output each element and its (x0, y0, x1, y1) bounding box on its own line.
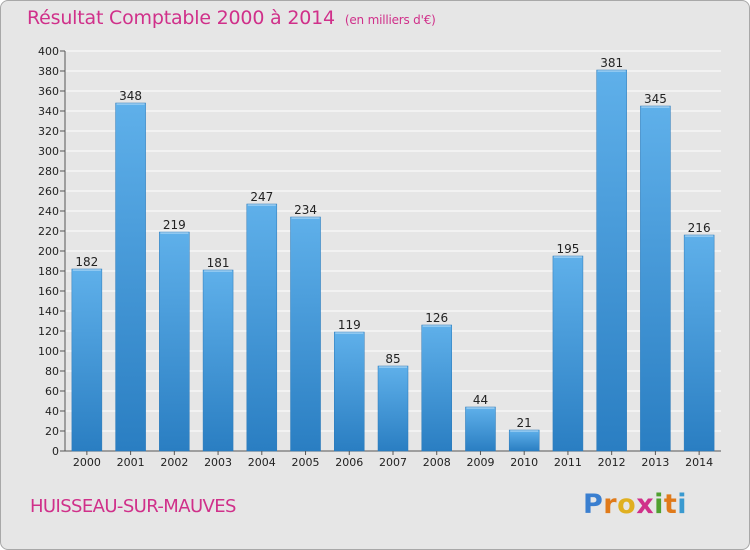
y-tick-label: 160 (38, 285, 59, 298)
data-label: 247 (250, 190, 273, 204)
bar[interactable] (115, 102, 146, 452)
bar[interactable] (421, 324, 452, 452)
bar[interactable] (71, 268, 103, 452)
bar[interactable] (640, 105, 671, 452)
x-tick-label: 2006 (335, 456, 363, 469)
data-label: 345 (644, 92, 667, 106)
y-tick-label: 40 (45, 405, 59, 418)
chart-title-text: Résultat Comptable 2000 à 2014 (27, 7, 335, 29)
data-label: 126 (425, 311, 448, 325)
logo-letter: P (583, 489, 604, 520)
data-label: 234 (294, 203, 317, 217)
y-tick-label: 220 (38, 225, 59, 238)
data-label: 381 (600, 56, 623, 70)
chart-title: Résultat Comptable 2000 à 2014 (en millie… (27, 7, 436, 29)
x-tick-label: 2000 (73, 456, 101, 469)
data-label: 216 (688, 221, 711, 235)
bar[interactable] (246, 203, 278, 452)
y-tick-label: 260 (38, 185, 59, 198)
x-tick-label: 2001 (117, 456, 145, 469)
logo-letter: i (677, 489, 688, 520)
x-tick-label: 2008 (423, 456, 451, 469)
town-name: HUISSEAU-SUR-MAUVES (30, 496, 236, 517)
chart-unit: (en milliers d'€) (344, 13, 436, 27)
logo-letter: x (636, 489, 655, 520)
logo-letter: t (663, 489, 678, 520)
bar[interactable] (377, 365, 409, 452)
proxiti-logo[interactable]: Proxiti (583, 489, 687, 520)
bar[interactable] (552, 255, 584, 452)
x-tick-label: 2002 (160, 456, 188, 469)
x-tick-label: 2012 (598, 456, 626, 469)
y-tick-label: 380 (38, 65, 59, 78)
data-label: 21 (517, 416, 532, 430)
data-label: 44 (473, 393, 488, 407)
x-tick-label: 2010 (510, 456, 538, 469)
x-tick-label: 2004 (248, 456, 276, 469)
y-tick-label: 320 (38, 125, 59, 138)
y-tick-label: 20 (45, 425, 59, 438)
y-tick-label: 100 (38, 345, 59, 358)
y-tick-label: 400 (38, 45, 59, 58)
x-tick-label: 2005 (292, 456, 320, 469)
data-label: 348 (119, 89, 142, 103)
data-label: 181 (207, 256, 230, 270)
bar[interactable] (290, 216, 321, 452)
logo-letter: i (654, 489, 664, 520)
logo-letter: r (603, 489, 618, 520)
y-tick-label: 360 (38, 85, 59, 98)
y-tick-label: 240 (38, 205, 59, 218)
bar[interactable] (202, 269, 234, 452)
x-tick-label: 2011 (554, 456, 582, 469)
y-tick-label: 60 (45, 385, 59, 398)
y-tick-label: 300 (38, 145, 59, 158)
data-label: 119 (338, 318, 361, 332)
x-tick-label: 2014 (685, 456, 713, 469)
x-tick-label: 2013 (641, 456, 669, 469)
data-label: 195 (556, 242, 579, 256)
y-tick-label: 180 (38, 265, 59, 278)
data-label: 219 (163, 218, 186, 232)
y-tick-label: 140 (38, 305, 59, 318)
y-tick-label: 280 (38, 165, 59, 178)
data-label: 182 (75, 255, 98, 269)
y-tick-label: 340 (38, 105, 59, 118)
bar[interactable] (596, 69, 627, 452)
y-tick-label: 80 (45, 365, 59, 378)
y-tick-label: 200 (38, 245, 59, 258)
bar[interactable] (683, 234, 715, 452)
logo-letter: o (617, 489, 637, 520)
y-tick-label: 120 (38, 325, 59, 338)
bar[interactable] (465, 406, 496, 452)
bar[interactable] (334, 331, 365, 452)
x-tick-label: 2003 (204, 456, 232, 469)
bar[interactable] (508, 429, 540, 452)
y-tick-label: 0 (52, 445, 59, 458)
data-label: 85 (385, 352, 400, 366)
x-tick-label: 2009 (466, 456, 494, 469)
x-tick-label: 2007 (379, 456, 407, 469)
bar[interactable] (159, 231, 190, 452)
